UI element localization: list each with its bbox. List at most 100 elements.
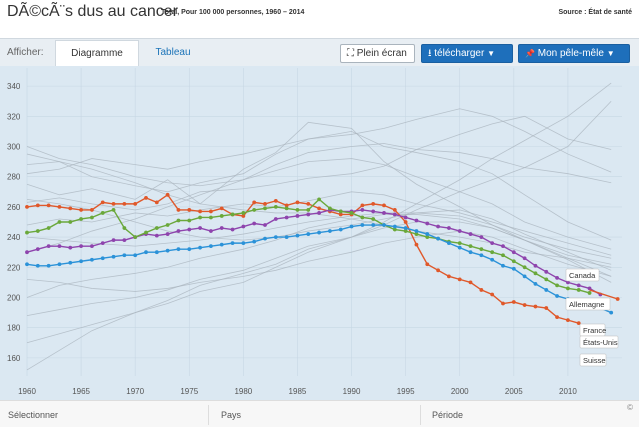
page-title: DÃ©cÃ¨s dus au cancer (7, 3, 178, 20)
data-point (544, 306, 549, 310)
data-point (252, 239, 257, 244)
data-point (479, 253, 484, 258)
data-point (187, 218, 192, 223)
data-point (165, 248, 170, 253)
y-tick-label: 280 (7, 173, 21, 182)
data-point (284, 206, 289, 211)
tab-tableau[interactable]: Tableau (155, 47, 191, 58)
data-point (392, 208, 397, 212)
pays-label[interactable]: Pays (221, 410, 242, 420)
source-label: Source : État de santé (558, 9, 632, 16)
data-point (349, 224, 354, 229)
y-tick-label: 240 (7, 233, 21, 242)
data-point (35, 263, 40, 268)
data-point (25, 230, 29, 235)
data-point (468, 250, 473, 255)
x-tick-label: 1975 (180, 387, 198, 396)
y-tick-label: 200 (7, 293, 21, 302)
pele-mele-button[interactable]: 📌 Mon pêle-mêle ▼ (518, 44, 630, 63)
data-point (328, 206, 332, 211)
data-point (544, 269, 549, 274)
background-series-line (26, 221, 612, 317)
data-point (100, 200, 105, 205)
data-point (349, 211, 354, 215)
afficher-label: Afficher: (7, 47, 44, 58)
data-point (566, 280, 570, 285)
data-point (219, 206, 224, 211)
data-point (209, 209, 213, 214)
data-point (609, 310, 614, 315)
data-point (273, 235, 278, 239)
data-point (338, 209, 343, 214)
data-point (90, 208, 94, 212)
line-chart[interactable]: 160 180 200 220 240 260 280 300 320 340 1960 1965 19… (0, 66, 639, 400)
series-label-box (565, 297, 611, 311)
data-point (425, 262, 430, 267)
data-point (306, 232, 311, 236)
data-point (522, 265, 527, 270)
data-point (447, 226, 451, 230)
data-point (263, 206, 267, 211)
data-point (25, 262, 29, 267)
data-point (198, 245, 202, 250)
data-point (35, 247, 40, 252)
x-tick-label: 1970 (126, 387, 144, 396)
data-point (79, 244, 83, 249)
data-point (306, 201, 311, 206)
data-point (501, 263, 505, 268)
background-series-line (26, 100, 612, 371)
data-point (295, 214, 300, 218)
data-point (165, 223, 170, 227)
data-point (263, 223, 267, 227)
data-point (46, 203, 51, 208)
background-series-line (26, 121, 612, 265)
data-point (165, 192, 170, 197)
header-bar: DÃ©cÃ¨s dus au cancer Total, Pour 100 00… (0, 0, 639, 38)
data-point (111, 201, 116, 206)
data-point (252, 221, 257, 226)
download-label: télécharger (434, 48, 485, 59)
data-point (457, 245, 462, 250)
background-series-line (26, 212, 612, 259)
data-point (447, 274, 451, 279)
x-tick-label: 2005 (505, 387, 523, 396)
data-point (90, 244, 94, 249)
chevron-down-icon: ▼ (606, 49, 615, 58)
periode-label[interactable]: Période (432, 410, 464, 420)
data-point (436, 236, 440, 241)
data-point (241, 241, 246, 246)
data-point (403, 226, 408, 230)
data-point (68, 260, 73, 265)
data-point (576, 288, 581, 292)
data-point (111, 238, 116, 243)
data-point (90, 215, 94, 220)
data-point (403, 229, 408, 233)
selectionner-label[interactable]: Sélectionner (8, 410, 59, 420)
data-point (392, 224, 397, 229)
x-tick-label: 1990 (343, 387, 361, 396)
series-end-france (589, 289, 618, 300)
data-point (25, 250, 29, 255)
data-point (154, 233, 159, 238)
data-point (57, 205, 62, 209)
y-tick-label: 160 (7, 354, 21, 363)
background-series-line (26, 198, 612, 271)
data-point (35, 229, 40, 233)
data-point (100, 241, 105, 246)
data-point (295, 208, 300, 212)
data-point (154, 200, 159, 205)
tab-diagramme[interactable]: Diagramme (55, 40, 139, 67)
y-tick-label: 340 (7, 82, 21, 91)
download-button[interactable]: ⭳ télécharger ▼ (421, 44, 513, 63)
data-point (25, 205, 29, 209)
data-point (360, 208, 365, 212)
download-icon: ⭳ (428, 48, 432, 59)
data-point (317, 211, 321, 215)
data-point (198, 226, 202, 230)
fullscreen-button[interactable]: ⛶ Plein écran (340, 44, 415, 63)
data-point (403, 215, 408, 220)
data-point (241, 224, 246, 229)
chevron-down-icon: ▼ (487, 49, 496, 58)
data-point (522, 274, 527, 279)
data-point (295, 233, 300, 238)
